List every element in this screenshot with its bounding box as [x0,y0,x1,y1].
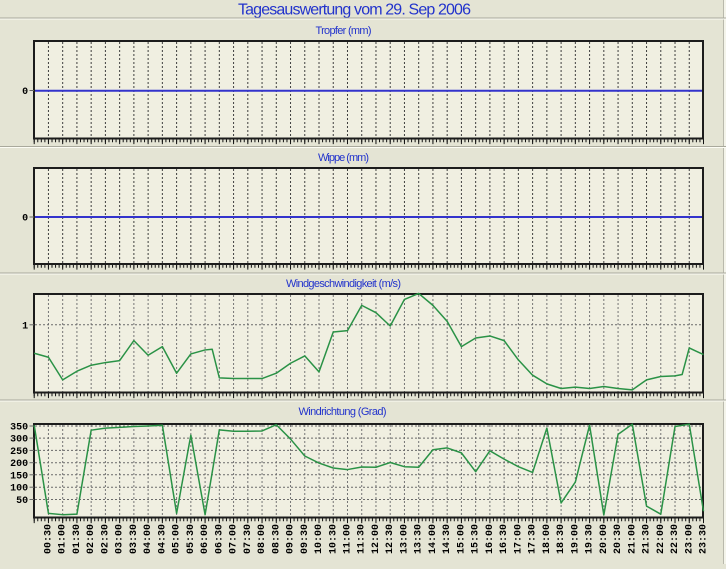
svg-text:04:30: 04:30 [157,524,168,554]
svg-text:0: 0 [22,214,28,225]
svg-text:250: 250 [10,447,28,458]
svg-text:Windgeschwindigkeit (m/s): Windgeschwindigkeit (m/s) [286,278,401,290]
svg-text:08:00: 08:00 [257,524,268,554]
svg-text:13:00: 13:00 [399,524,410,554]
svg-text:14:00: 14:00 [428,524,439,554]
svg-text:07:00: 07:00 [229,524,240,554]
svg-text:06:00: 06:00 [200,524,211,554]
svg-text:11:30: 11:30 [357,524,368,554]
svg-text:15:30: 15:30 [471,524,482,554]
svg-text:16:30: 16:30 [499,524,510,554]
svg-text:09:00: 09:00 [286,524,297,554]
svg-text:300: 300 [10,435,28,446]
svg-text:08:30: 08:30 [271,524,282,554]
svg-text:02:00: 02:00 [86,524,97,554]
svg-text:0: 0 [22,87,28,98]
svg-text:12:00: 12:00 [371,524,382,554]
svg-text:03:30: 03:30 [129,524,140,554]
svg-text:06:30: 06:30 [214,524,225,554]
svg-text:18:30: 18:30 [556,524,567,554]
svg-text:Tropfer (mm): Tropfer (mm) [316,25,372,37]
svg-text:50: 50 [16,496,28,507]
svg-text:17:00: 17:00 [513,524,524,554]
svg-text:01:00: 01:00 [58,524,69,554]
svg-text:23:00: 23:00 [684,524,695,554]
svg-text:04:00: 04:00 [143,524,154,554]
svg-text:01:30: 01:30 [72,524,83,554]
svg-text:20:30: 20:30 [613,524,624,554]
svg-text:150: 150 [10,471,28,482]
svg-text:19:00: 19:00 [570,524,581,554]
svg-text:22:30: 22:30 [670,524,681,554]
svg-text:1: 1 [22,321,28,332]
svg-text:14:30: 14:30 [442,524,453,554]
svg-text:22:00: 22:00 [656,524,667,554]
svg-text:Tagesauswertung vom 29. Sep 20: Tagesauswertung vom 29. Sep 2006 [238,2,471,19]
svg-text:05:00: 05:00 [172,524,183,554]
svg-text:18:00: 18:00 [542,524,553,554]
svg-text:10:00: 10:00 [314,524,325,554]
svg-text:23:30: 23:30 [699,524,710,554]
svg-text:10:30: 10:30 [328,524,339,554]
svg-text:19:30: 19:30 [585,524,596,554]
svg-text:15:00: 15:00 [456,524,467,554]
svg-text:350: 350 [10,423,28,434]
svg-text:09:30: 09:30 [300,524,311,554]
svg-text:Wippe (mm): Wippe (mm) [318,152,369,164]
svg-text:07:30: 07:30 [243,524,254,554]
svg-text:100: 100 [10,484,28,495]
svg-text:16:00: 16:00 [485,524,496,554]
svg-text:00:30: 00:30 [43,524,54,554]
svg-text:200: 200 [10,459,28,470]
svg-text:02:30: 02:30 [100,524,111,554]
svg-text:05:30: 05:30 [186,524,197,554]
svg-text:Windrichtung (Grad): Windrichtung (Grad) [299,406,387,418]
svg-text:03:00: 03:00 [115,524,126,554]
svg-text:21:00: 21:00 [627,524,638,554]
svg-text:12:30: 12:30 [385,524,396,554]
svg-text:20:00: 20:00 [599,524,610,554]
svg-text:13:30: 13:30 [414,524,425,554]
svg-text:11:00: 11:00 [342,524,353,554]
svg-text:17:30: 17:30 [528,524,539,554]
svg-text:21:30: 21:30 [642,524,653,554]
